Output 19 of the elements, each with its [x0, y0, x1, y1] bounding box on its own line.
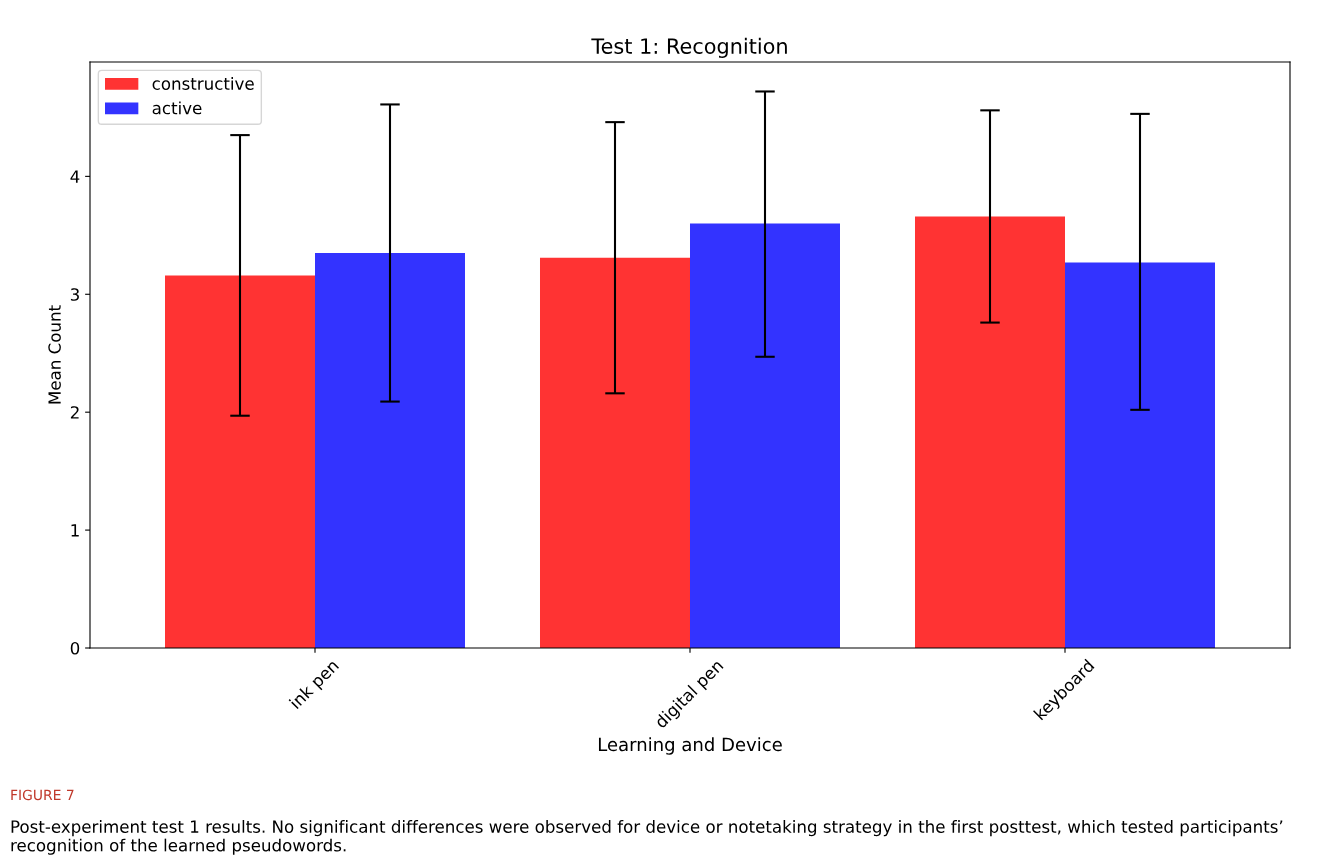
bar [315, 253, 465, 648]
bar [1065, 262, 1215, 648]
chart-title: Test 1: Recognition [591, 37, 787, 58]
y-tick-label: 2 [70, 406, 79, 419]
y-tick-label: 1 [71, 524, 79, 537]
legend-label: constructive [152, 77, 254, 90]
bar [915, 216, 1065, 648]
bar [165, 275, 315, 648]
x-axis-title: Learning and Device [598, 737, 782, 755]
y-tick-label: 4 [70, 170, 80, 183]
bar [540, 257, 690, 648]
caption: FIGURE 7 [11, 789, 74, 801]
y-tick-label: 0 [70, 641, 80, 655]
y-tick-label: 3 [70, 288, 79, 301]
x-tick-label: ink pen [288, 658, 342, 712]
legend-label: active [152, 101, 202, 115]
text: Post-experiment test 1 results. No significant differences were observed for device or notetaking strategy in the first posttest, which tested participants’ recognition of the learned pseudowords. [11, 820, 1283, 855]
y-axis-title: Mean Count [48, 305, 61, 404]
bar [690, 223, 840, 648]
